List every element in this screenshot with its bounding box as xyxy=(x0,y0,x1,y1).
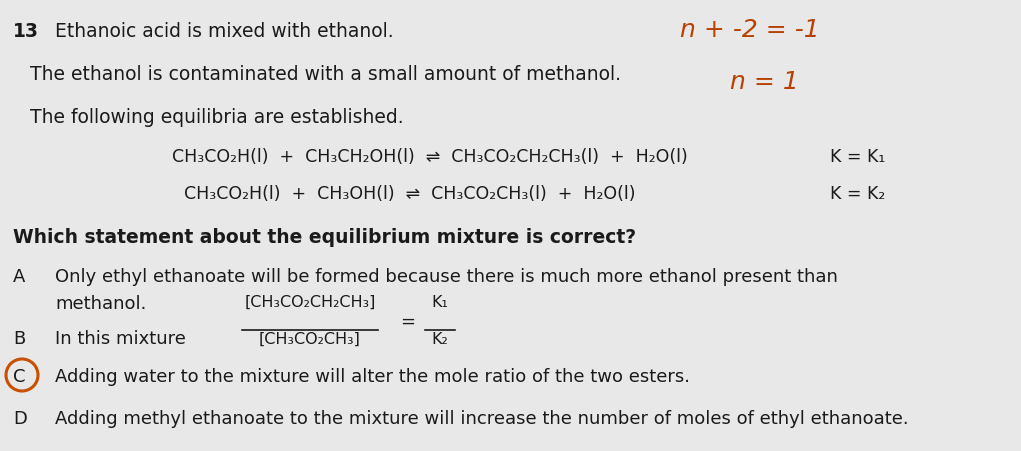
Text: Adding methyl ethanoate to the mixture will increase the number of moles of ethy: Adding methyl ethanoate to the mixture w… xyxy=(55,410,909,428)
Text: [CH₃CO₂CH₂CH₃]: [CH₃CO₂CH₂CH₃] xyxy=(244,295,376,310)
Text: 13: 13 xyxy=(13,22,39,41)
Text: In this mixture: In this mixture xyxy=(55,330,186,348)
Text: The ethanol is contaminated with a small amount of methanol.: The ethanol is contaminated with a small… xyxy=(30,65,621,84)
Text: A: A xyxy=(13,268,26,286)
Text: CH₃CO₂H(l)  +  CH₃OH(l)  ⇌  CH₃CO₂CH₃(l)  +  H₂O(l): CH₃CO₂H(l) + CH₃OH(l) ⇌ CH₃CO₂CH₃(l) + H… xyxy=(184,185,636,203)
Text: C: C xyxy=(13,368,26,386)
Text: [CH₃CO₂CH₃]: [CH₃CO₂CH₃] xyxy=(259,332,361,347)
Text: Only ethyl ethanoate will be formed because there is much more ethanol present t: Only ethyl ethanoate will be formed beca… xyxy=(55,268,838,286)
Text: The following equilibria are established.: The following equilibria are established… xyxy=(30,108,403,127)
Text: n = 1: n = 1 xyxy=(730,70,798,94)
Text: D: D xyxy=(13,410,27,428)
Text: K⁣ = K₂: K⁣ = K₂ xyxy=(830,185,885,203)
Text: CH₃CO₂H(l)  +  CH₃CH₂OH(l)  ⇌  CH₃CO₂CH₂CH₃(l)  +  H₂O(l): CH₃CO₂H(l) + CH₃CH₂OH(l) ⇌ CH₃CO₂CH₂CH₃(… xyxy=(173,148,688,166)
Text: Adding water to the mixture will alter the mole ratio of the two esters.: Adding water to the mixture will alter t… xyxy=(55,368,690,386)
Text: =: = xyxy=(400,313,415,331)
Text: K₁: K₁ xyxy=(432,295,448,310)
Text: Ethanoic acid is mixed with ethanol.: Ethanoic acid is mixed with ethanol. xyxy=(55,22,394,41)
Text: n + -2 = -1: n + -2 = -1 xyxy=(680,18,820,42)
Text: B: B xyxy=(13,330,26,348)
Text: methanol.: methanol. xyxy=(55,295,146,313)
Text: Which statement about the equilibrium mixture is correct?: Which statement about the equilibrium mi… xyxy=(13,228,636,247)
Text: K₂: K₂ xyxy=(432,332,448,347)
Text: K⁣ = K₁: K⁣ = K₁ xyxy=(830,148,885,166)
